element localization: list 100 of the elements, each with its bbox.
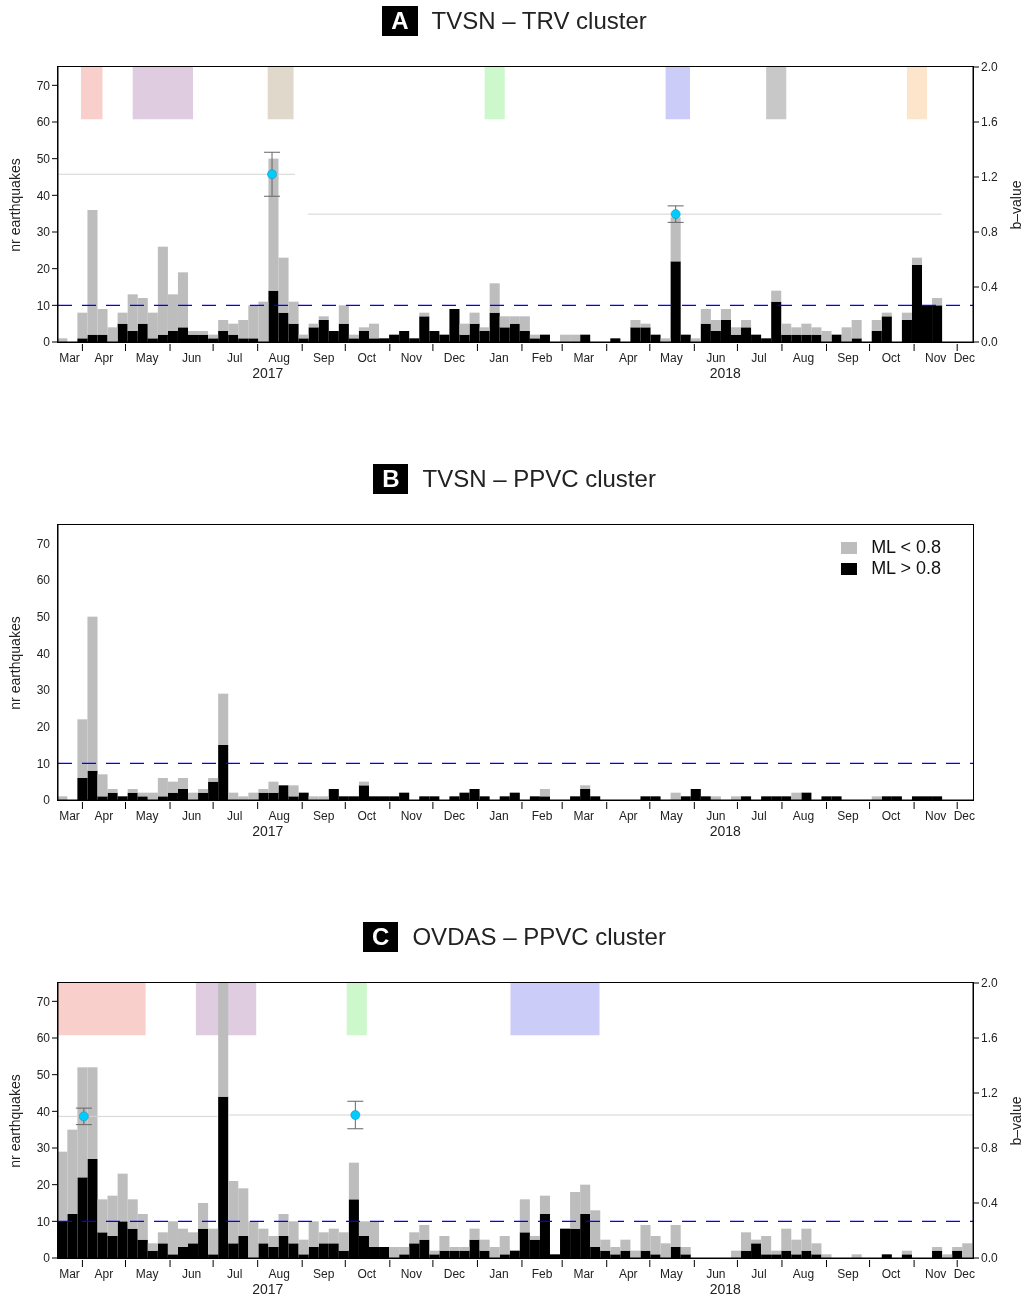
x-tick-label: Jul xyxy=(227,1267,243,1281)
x-tick-label: Dec xyxy=(443,809,466,823)
y-tick-label: 10 xyxy=(36,1214,51,1229)
x-tick-label: Nov xyxy=(924,351,947,365)
x-tick-label: May xyxy=(660,1267,683,1281)
x-tick-label: Sep xyxy=(313,1267,335,1281)
x-tick-label: Apr xyxy=(618,351,638,365)
x-tick-label: Jul xyxy=(751,351,767,365)
x-tick-label: Mar xyxy=(573,809,595,823)
x-tick-label: Jul xyxy=(227,809,243,823)
x-tick-label: Jul xyxy=(751,809,767,823)
text: 2018 xyxy=(708,1281,742,1297)
y-tick-label: 0 xyxy=(43,793,51,808)
y-tick-label: 70 xyxy=(36,994,51,1009)
y-tick-label: 60 xyxy=(36,573,51,588)
x-tick-label: Dec xyxy=(443,351,466,365)
x-tick-label: Mar xyxy=(59,351,80,365)
chart-title: C OVDAS – PPVC cluster xyxy=(371,922,666,952)
y-tick-label: 20 xyxy=(36,1177,51,1192)
y2-tick-label: 1.6 xyxy=(981,115,999,130)
x-tick-label: Aug xyxy=(792,809,815,823)
x-tick-label: Aug xyxy=(268,1267,290,1281)
y-tick-label: 0 xyxy=(43,335,51,350)
x-tick-label: Oct xyxy=(357,809,377,823)
y-tick-label: 40 xyxy=(36,1104,51,1119)
y-tick-label: 70 xyxy=(36,78,51,93)
text: 2017 xyxy=(251,1281,285,1297)
y-tick-label: 10 xyxy=(36,756,51,771)
y-tick-label: 30 xyxy=(36,225,51,240)
y-tick-label: 50 xyxy=(36,1067,51,1082)
x-tick-label: Aug xyxy=(792,1267,815,1281)
x-tick-label: May xyxy=(660,351,683,365)
x-tick-label: Jan xyxy=(489,351,509,365)
text: 2018 xyxy=(708,823,742,839)
chart-title: A TVSN – TRV cluster xyxy=(390,6,647,36)
y-tick-label: 70 xyxy=(36,536,51,551)
x-tick-label: Sep xyxy=(837,1267,860,1281)
y2-tick-label: 0.8 xyxy=(981,225,999,240)
legend-label: ML < 0.8 xyxy=(871,537,941,557)
x-tick-label: Oct xyxy=(357,1267,377,1281)
text: 2017 xyxy=(251,365,285,381)
x-tick-label: Nov xyxy=(924,1267,947,1281)
x-tick-label: Apr xyxy=(618,1267,638,1281)
text: 2018 xyxy=(708,365,742,381)
x-tick-label: Mar xyxy=(59,1267,80,1281)
y-tick-label: 30 xyxy=(36,683,51,698)
x-tick-label: May xyxy=(660,809,683,823)
y2-tick-label: 2.0 xyxy=(981,60,999,75)
y2-axis-title: b–value xyxy=(1007,1095,1025,1148)
x-tick-label: Jan xyxy=(489,809,509,823)
y2-axis-title: b–value xyxy=(1007,179,1025,232)
x-tick-label: Oct xyxy=(881,809,902,823)
x-tick-label: Mar xyxy=(59,809,80,823)
x-tick-label: Sep xyxy=(837,351,860,365)
y-tick-label: 20 xyxy=(36,719,51,734)
x-tick-label: Dec xyxy=(953,351,976,365)
x-tick-label: Dec xyxy=(953,809,976,823)
x-tick-label: Mar xyxy=(573,1267,595,1281)
y-tick-label: 60 xyxy=(36,1031,51,1046)
y-tick-label: 60 xyxy=(36,115,51,130)
x-tick-label: Jun xyxy=(181,809,202,823)
x-tick-label: Apr xyxy=(618,809,638,823)
legend-label: ML > 0.8 xyxy=(871,558,941,578)
x-tick-label: Aug xyxy=(268,809,290,823)
x-tick-label: Nov xyxy=(400,1267,423,1281)
x-tick-label: Dec xyxy=(443,1267,466,1281)
x-tick-label: Jul xyxy=(227,351,243,365)
y-tick-label: 40 xyxy=(36,646,51,661)
x-tick-label: Sep xyxy=(837,809,860,823)
y2-tick-label: 0.4 xyxy=(981,280,999,295)
x-tick-label: Jun xyxy=(706,809,726,823)
y-axis-title: nr earthquakes xyxy=(6,1072,24,1170)
x-tick-label: Oct xyxy=(881,1267,902,1281)
x-tick-label: Apr xyxy=(94,809,114,823)
y-tick-label: 50 xyxy=(36,609,51,624)
text: 2017 xyxy=(251,823,285,839)
y-tick-label: 40 xyxy=(36,188,51,203)
y2-tick-label: 1.2 xyxy=(981,170,999,185)
x-tick-label: Nov xyxy=(400,809,423,823)
y2-tick-label: 0.0 xyxy=(981,335,999,350)
x-tick-label: Jul xyxy=(751,1267,767,1281)
y2-tick-label: 2.0 xyxy=(981,976,999,991)
y-axis-title: nr earthquakes xyxy=(6,614,24,712)
x-tick-label: Mar xyxy=(573,351,595,365)
chart-title: B TVSN – PPVC cluster xyxy=(381,464,656,494)
x-tick-label: May xyxy=(135,809,159,823)
x-tick-label: May xyxy=(135,1267,159,1281)
y2-tick-label: 0.8 xyxy=(981,1141,999,1156)
x-tick-label: Jun xyxy=(181,351,202,365)
x-tick-label: Jun xyxy=(706,1267,726,1281)
y2-tick-label: 1.6 xyxy=(981,1031,999,1046)
y2-tick-label: 0.0 xyxy=(981,1251,999,1266)
x-tick-label: Feb xyxy=(531,1267,553,1281)
x-tick-label: Jun xyxy=(181,1267,202,1281)
y-tick-label: 30 xyxy=(36,1141,51,1156)
x-tick-label: Dec xyxy=(953,1267,976,1281)
y2-tick-label: 0.4 xyxy=(981,1196,999,1211)
x-tick-label: Apr xyxy=(94,351,114,365)
x-tick-label: Nov xyxy=(400,351,423,365)
x-tick-label: Aug xyxy=(268,351,290,365)
